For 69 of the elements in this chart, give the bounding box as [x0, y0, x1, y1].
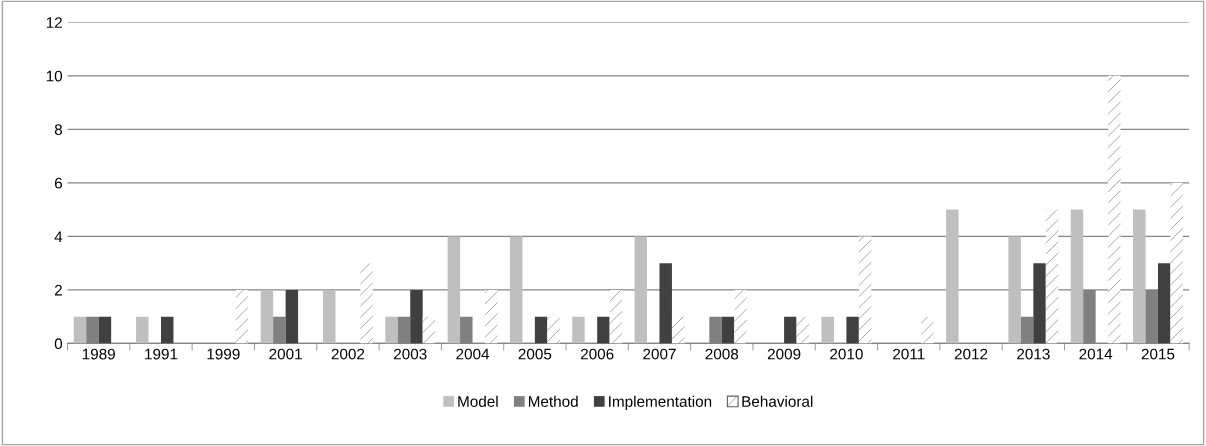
x-tick-label: 1999	[207, 348, 240, 360]
y-tick-label: 0	[54, 338, 63, 350]
x-tick-label: 2013	[1017, 348, 1050, 360]
x-tick-label: 1989	[82, 348, 115, 360]
bar	[734, 289, 747, 344]
bar	[1108, 75, 1121, 344]
bar	[73, 316, 87, 344]
bar	[784, 316, 797, 344]
bar	[447, 236, 461, 344]
bar	[634, 236, 648, 344]
bar	[534, 316, 548, 344]
bar	[1157, 263, 1171, 344]
y-tick-label: 10	[46, 70, 63, 82]
x-tick-label: 2001	[269, 348, 302, 360]
x-tick-label: 2011	[893, 348, 925, 360]
bar	[98, 316, 112, 344]
x-tick-label: 2007	[643, 348, 676, 360]
y-tick-label: 12	[46, 17, 62, 28]
bar	[572, 316, 585, 344]
bar	[1170, 182, 1183, 344]
bar	[422, 316, 436, 344]
x-tick-label: 2014	[1079, 348, 1113, 360]
bar	[1045, 209, 1059, 344]
bar	[547, 316, 560, 344]
x-tick-label: 2015	[1141, 348, 1175, 360]
y-tick-label: 2	[54, 284, 62, 296]
bar	[821, 316, 834, 344]
bar	[1008, 236, 1021, 344]
bar	[136, 316, 149, 344]
bar	[385, 316, 398, 344]
x-tick-label: 2003	[394, 348, 427, 360]
bar	[597, 316, 610, 344]
y-tick-label: 4	[54, 231, 63, 242]
y-tick-label: 8	[54, 124, 63, 136]
bar	[921, 316, 934, 344]
bar	[509, 236, 523, 344]
bar	[858, 236, 872, 344]
bar	[1033, 263, 1046, 344]
x-tick-label: 2012	[954, 348, 988, 360]
bar	[1133, 209, 1146, 344]
legend-label: Method	[528, 395, 578, 407]
bar	[671, 316, 685, 344]
x-tick-label: 2002	[331, 348, 365, 360]
x-tick-label: 2010	[830, 348, 863, 360]
bar	[410, 289, 423, 344]
bar	[235, 289, 249, 344]
bar	[285, 289, 299, 344]
bar	[796, 316, 810, 344]
bar	[946, 209, 959, 344]
y-tick-label: 6	[54, 177, 62, 189]
bar	[360, 263, 373, 344]
bar	[161, 316, 174, 344]
x-tick-label: 1991	[145, 348, 178, 360]
bar	[260, 289, 274, 344]
x-tick-label: 2008	[705, 348, 739, 360]
bar	[323, 289, 336, 344]
legend-label: Behavioral	[742, 395, 813, 407]
bar	[846, 316, 859, 344]
bar	[721, 316, 735, 344]
legend-label: Implementation	[609, 395, 712, 410]
x-tick-label: 2005	[518, 348, 552, 360]
bar	[609, 289, 623, 344]
bar	[1070, 209, 1084, 344]
legend-label: Model	[458, 395, 498, 407]
bar	[659, 263, 672, 344]
x-tick-label: 2004	[456, 348, 490, 360]
x-tick-label: 2009	[767, 348, 801, 360]
x-tick-label: 2006	[580, 348, 614, 360]
bar	[485, 289, 498, 344]
